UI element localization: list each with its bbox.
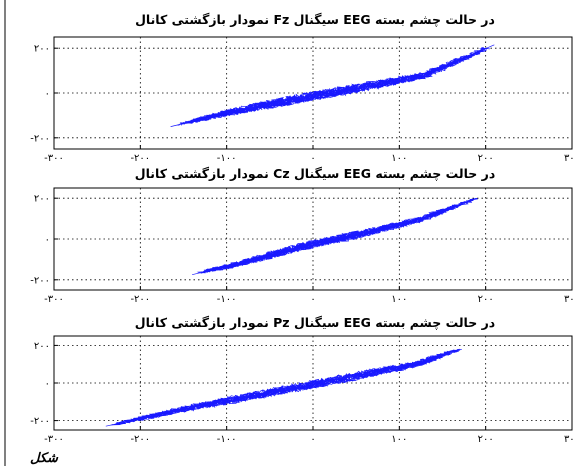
xtick-label-fz-4: ۱۰۰ xyxy=(391,153,407,164)
xtick-label-fz-1: -۲۰۰ xyxy=(130,153,150,164)
xtick-label-cz-6: ۳۰۰ xyxy=(564,294,574,305)
figure-caption-fragment: شکل xyxy=(30,451,59,466)
trace-pass-cz-13 xyxy=(196,208,452,274)
panel-title-cz: نمودار بازگشتی کانال Cz سیگنال EEG در حا… xyxy=(135,166,495,181)
trace-cz xyxy=(192,197,479,276)
xtick-label-pz-4: ۱۰۰ xyxy=(391,434,407,445)
ytick-label-pz-2: -۲۰۰ xyxy=(30,416,50,427)
xtick-label-fz-2: -۱۰۰ xyxy=(217,153,237,164)
yticks-fz: ۲۰۰ ۰ -۲۰۰ xyxy=(30,44,58,144)
ytick-label-cz-2: -۲۰۰ xyxy=(30,275,50,286)
ytick-label-fz-2: -۲۰۰ xyxy=(30,133,50,144)
trace-pz xyxy=(105,348,462,427)
trace-envelope-pz xyxy=(105,348,460,427)
xtick-label-cz-5: ۲۰۰ xyxy=(478,294,494,305)
xtick-label-pz-6: ۳۰۰ xyxy=(564,434,574,445)
xtick-label-cz-0: -۳۰۰ xyxy=(44,294,64,305)
ytick-label-cz-1: ۰ xyxy=(45,235,50,246)
xtick-label-pz-0: -۳۰۰ xyxy=(44,434,64,445)
panel-title-fz: نمودار بازگشتی کانال Fz سیگنال EEG در حا… xyxy=(135,12,495,27)
grid-fz xyxy=(54,37,572,149)
xticks-pz: -۳۰۰ -۲۰۰ -۱۰۰ ۰ ۱۰۰ ۲۰۰ ۳۰۰ xyxy=(44,426,574,445)
panel-title-pz: نمودار بازگشتی کانال Pz سیگنال EEG در حا… xyxy=(135,315,495,330)
trace-pass-fz-13 xyxy=(197,48,487,123)
trace-fz xyxy=(170,44,495,127)
yticks-cz: ۲۰۰ ۰ -۲۰۰ xyxy=(30,194,58,286)
xtick-label-cz-4: ۱۰۰ xyxy=(391,294,407,305)
ytick-label-fz-1: ۰ xyxy=(45,89,50,100)
yticks-pz: ۲۰۰ ۰ -۲۰۰ xyxy=(30,341,58,427)
xtick-label-pz-5: ۲۰۰ xyxy=(478,434,494,445)
ytick-label-fz-0: ۲۰۰ xyxy=(34,44,50,55)
ytick-label-pz-1: ۰ xyxy=(45,379,50,390)
xtick-label-cz-3: ۰ xyxy=(310,294,315,305)
xticks-fz: -۳۰۰ -۲۰۰ -۱۰۰ ۰ ۱۰۰ ۲۰۰ ۳۰۰ xyxy=(44,145,574,164)
xtick-label-pz-3: ۰ xyxy=(310,434,315,445)
xtick-label-cz-2: -۱۰۰ xyxy=(217,294,237,305)
panel-fz: نمودار بازگشتی کانال Fz سیگنال EEG در حا… xyxy=(30,12,574,164)
panel-pz: نمودار بازگشتی کانال Pz سیگنال EEG در حا… xyxy=(30,315,574,445)
xtick-label-cz-1: -۲۰۰ xyxy=(130,294,150,305)
panel-cz: نمودار بازگشتی کانال Cz سیگنال EEG در حا… xyxy=(30,166,574,305)
xticks-cz: -۳۰۰ -۲۰۰ -۱۰۰ ۰ ۱۰۰ ۲۰۰ ۳۰۰ xyxy=(44,286,574,305)
grid-cz xyxy=(54,188,572,290)
trace-envelope-cz xyxy=(192,197,478,276)
xtick-label-pz-1: -۲۰۰ xyxy=(130,434,150,445)
ytick-label-cz-0: ۲۰۰ xyxy=(34,194,50,205)
xtick-label-fz-3: ۰ xyxy=(310,153,315,164)
trace-envelope-fz xyxy=(170,44,495,127)
xtick-label-pz-2: -۱۰۰ xyxy=(217,434,237,445)
ytick-label-pz-0: ۲۰۰ xyxy=(34,341,50,352)
xtick-label-fz-0: -۳۰۰ xyxy=(44,153,64,164)
xtick-label-fz-5: ۲۰۰ xyxy=(478,153,494,164)
trace-pass-fz-10 xyxy=(186,50,483,123)
xtick-label-fz-6: ۳۰۰ xyxy=(564,153,574,164)
